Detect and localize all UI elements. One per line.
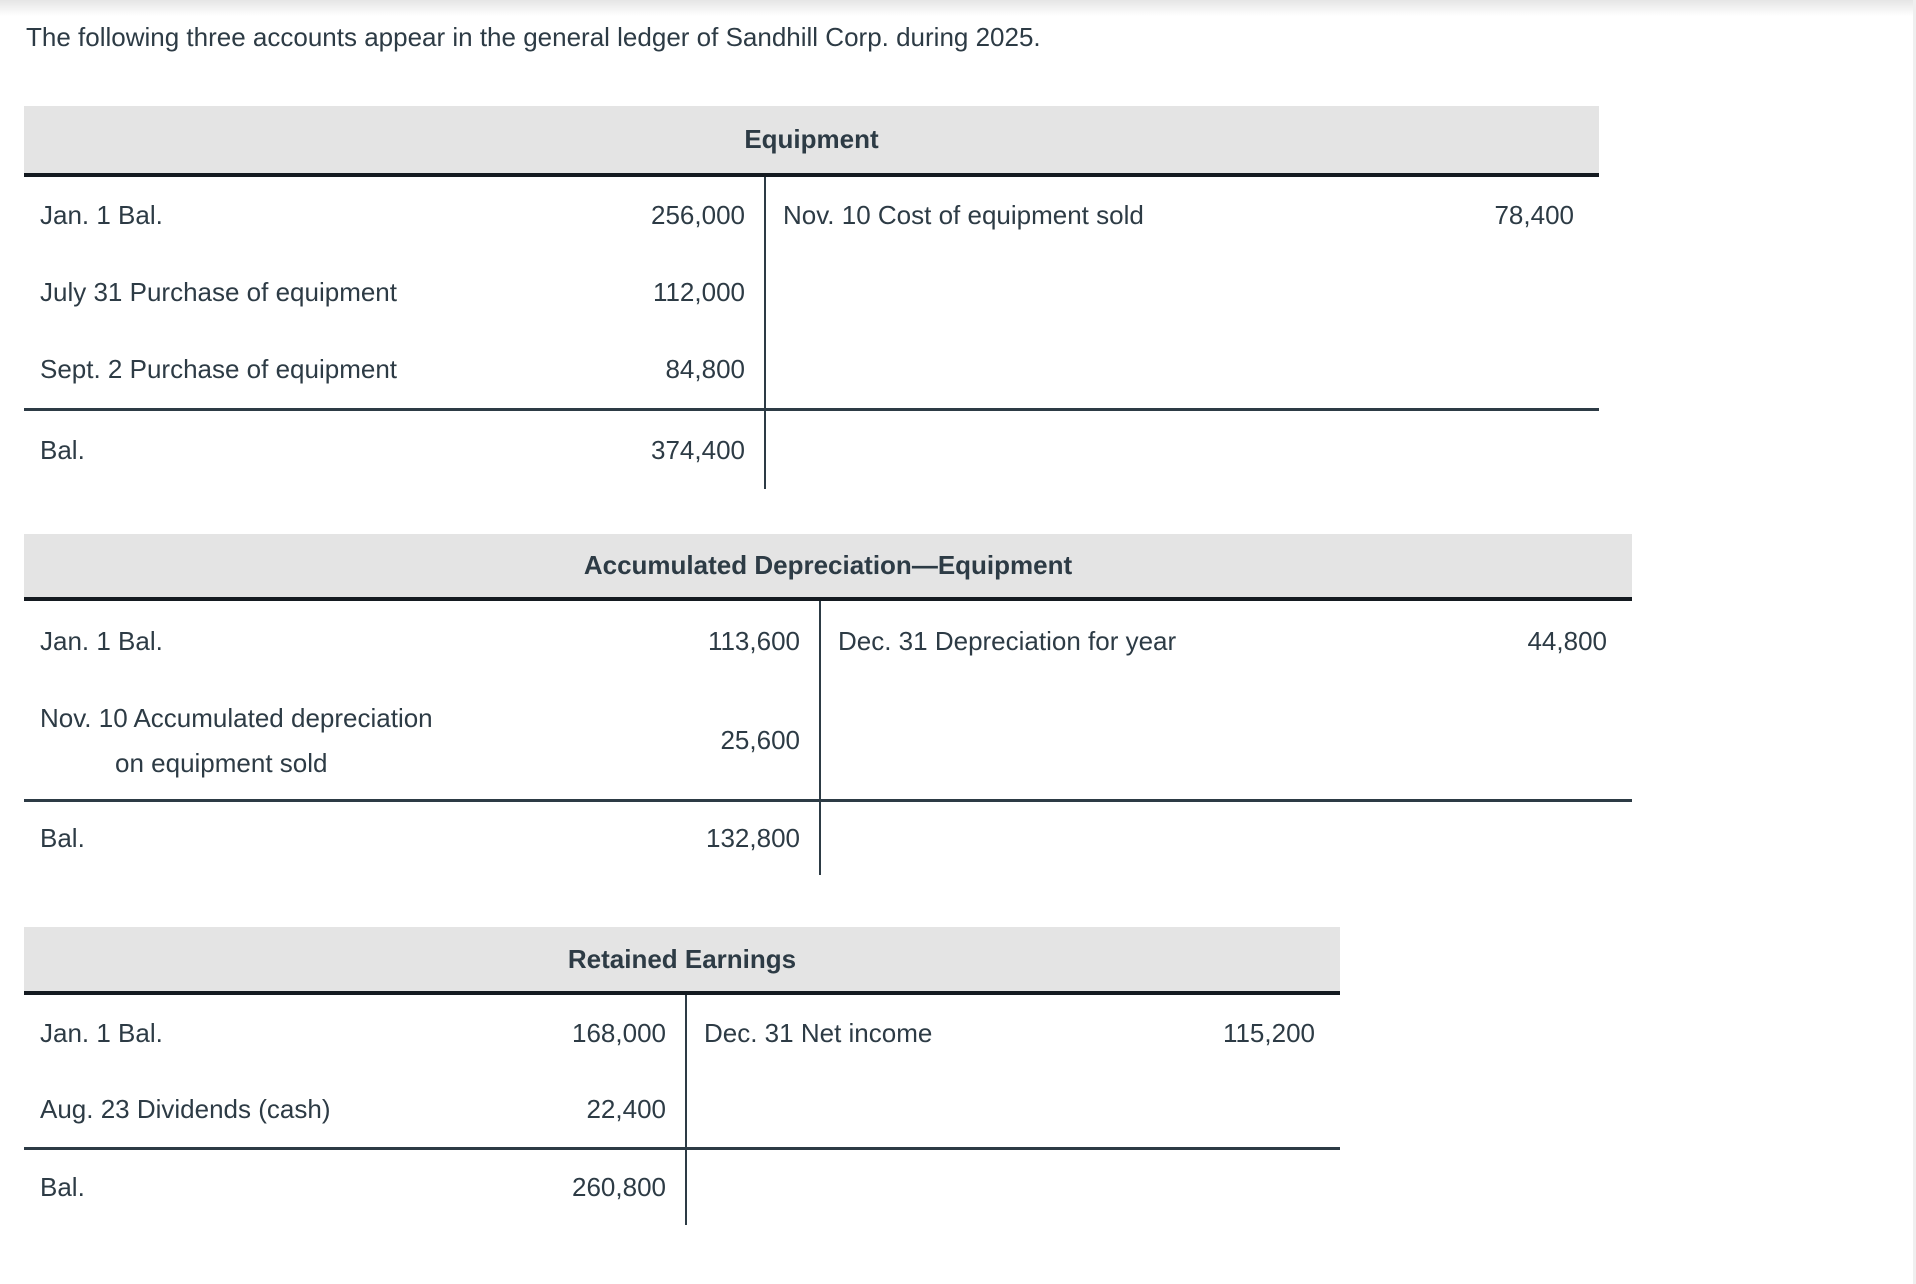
table-row: Aug. 23 Dividends (cash) 22,400 [24,1072,1340,1147]
table-row: July 31 Purchase of equipment 112,000 [24,254,1599,331]
accumulated-depreciation-account-title: Accumulated Depreciation—Equipment [24,534,1632,601]
entry-label-line2: on equipment sold [115,747,328,778]
table-row: Jan. 1 Bal. 256,000 Nov. 10 Cost of equi… [24,177,1599,254]
entry-label: Dec. 31 Net income [704,1018,933,1048]
credit-cell: Dec. 31 Depreciation for year 44,800 [820,601,1632,682]
entry-amount: 84,800 [665,354,745,384]
credit-cell-empty [765,254,1599,331]
entry-amount: 115,200 [1222,1018,1315,1048]
credit-cell: Nov. 10 Cost of equipment sold 78,400 [765,177,1599,254]
entry-amount: 78,400 [1494,200,1574,230]
table-row: Jan. 1 Bal. 113,600 Dec. 31 Depreciation… [24,601,1632,682]
entry-amount: 25,600 [720,725,800,755]
t-account-divider [764,177,766,489]
t-account-divider [819,601,821,875]
entry-label: Nov. 10 Accumulated depreciation on equi… [40,696,433,786]
balance-row: Bal. 260,800 [24,1147,1340,1225]
balance-cell: Bal. 132,800 [24,802,820,875]
credit-cell-empty [686,1072,1340,1147]
table-row: Sept. 2 Purchase of equipment 84,800 [24,331,1599,408]
equipment-account: Equipment Jan. 1 Bal. 256,000 Nov. 10 Co… [24,106,1599,489]
entry-label: Nov. 10 Cost of equipment sold [783,200,1144,230]
credit-cell-empty [686,1150,1340,1225]
table-row: Jan. 1 Bal. 168,000 Dec. 31 Net income 1… [24,995,1340,1072]
debit-cell: Sept. 2 Purchase of equipment 84,800 [24,331,765,408]
balance-amount: 374,400 [651,434,745,465]
entry-label: Dec. 31 Depreciation for year [838,626,1177,656]
credit-cell-empty [820,682,1632,799]
credit-cell-empty [765,411,1599,489]
entry-amount: 168,000 [572,1018,666,1048]
retained-earnings-account: Retained Earnings Jan. 1 Bal. 168,000 De… [24,927,1340,1225]
entry-label-line1: Nov. 10 Accumulated depreciation [40,702,433,733]
balance-amount: 260,800 [572,1172,666,1202]
balance-cell: Bal. 260,800 [24,1150,686,1225]
balance-row: Bal. 374,400 [24,408,1599,489]
credit-cell-empty [765,331,1599,408]
equipment-account-body: Jan. 1 Bal. 256,000 Nov. 10 Cost of equi… [24,177,1599,489]
entry-amount: 256,000 [651,200,745,230]
balance-cell: Bal. 374,400 [24,411,765,489]
balance-label: Bal. [40,1172,85,1202]
entry-amount: 22,400 [586,1094,666,1124]
entry-label: Jan. 1 Bal. [40,1018,163,1048]
intro-text: The following three accounts appear in t… [26,22,1041,52]
credit-cell: Dec. 31 Net income 115,200 [686,995,1340,1072]
accumulated-depreciation-account-body: Jan. 1 Bal. 113,600 Dec. 31 Depreciation… [24,601,1632,875]
retained-earnings-account-body: Jan. 1 Bal. 168,000 Dec. 31 Net income 1… [24,995,1340,1225]
entry-label: Jan. 1 Bal. [40,200,163,230]
debit-cell: Jan. 1 Bal. 256,000 [24,177,765,254]
right-edge-strip [1913,0,1916,1284]
entry-amount: 44,800 [1527,626,1607,656]
entry-label: Sept. 2 Purchase of equipment [40,354,398,384]
table-row: Nov. 10 Accumulated depreciation on equi… [24,682,1632,799]
debit-cell: Jan. 1 Bal. 168,000 [24,995,686,1072]
entry-label: Jan. 1 Bal. [40,626,163,656]
entry-amount: 113,600 [707,626,800,656]
credit-cell-empty [820,802,1632,875]
retained-earnings-account-title: Retained Earnings [24,927,1340,995]
balance-label: Bal. [40,823,85,853]
debit-cell: Nov. 10 Accumulated depreciation on equi… [24,682,820,799]
balance-label: Bal. [40,434,85,465]
accumulated-depreciation-account: Accumulated Depreciation—Equipment Jan. … [24,534,1632,875]
entry-label: Aug. 23 Dividends (cash) [40,1094,331,1124]
debit-cell: July 31 Purchase of equipment 112,000 [24,254,765,331]
debit-cell: Jan. 1 Bal. 113,600 [24,601,820,682]
entry-label: July 31 Purchase of equipment [40,277,397,307]
t-account-divider [685,995,687,1225]
balance-row: Bal. 132,800 [24,799,1632,875]
entry-amount: 112,000 [652,277,745,307]
equipment-account-title: Equipment [24,106,1599,177]
balance-amount: 132,800 [706,823,800,853]
debit-cell: Aug. 23 Dividends (cash) 22,400 [24,1072,686,1147]
